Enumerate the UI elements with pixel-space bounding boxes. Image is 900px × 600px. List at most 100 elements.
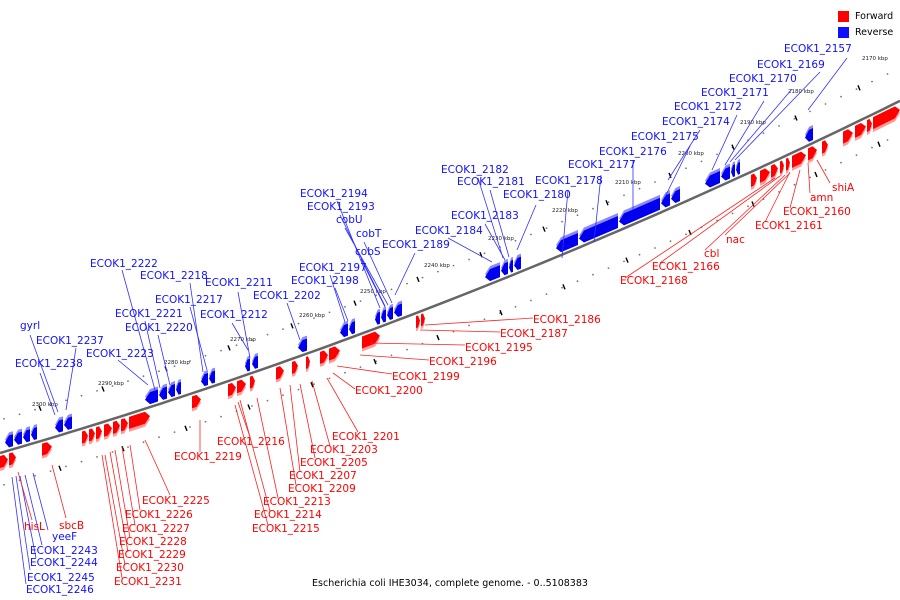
reverse-gene[interactable]	[64, 416, 72, 430]
reverse-gene[interactable]	[5, 434, 13, 448]
gene-label[interactable]: ECOK1_2195	[465, 342, 533, 354]
gene-label[interactable]: ECOK1_2218	[140, 270, 208, 282]
reverse-gene[interactable]	[252, 355, 258, 369]
gene-label[interactable]: ECOK1_2196	[429, 356, 497, 368]
reverse-gene[interactable]	[176, 381, 181, 395]
forward-gene[interactable]	[792, 151, 806, 168]
gene-label[interactable]: ECOK1_2180	[503, 189, 571, 201]
gene-label[interactable]: cbl	[704, 248, 719, 260]
gene-label[interactable]: ECOK1_2193	[307, 201, 375, 213]
gene-label[interactable]: ECOK1_2200	[355, 385, 423, 397]
gene-label[interactable]: nac	[726, 234, 745, 246]
gene-label[interactable]: ECOK1_2214	[254, 509, 322, 521]
gene-label[interactable]: yeeF	[52, 531, 77, 543]
gene-label[interactable]: ECOK1_2189	[382, 239, 450, 251]
gene-label[interactable]: ECOK1_2175	[631, 131, 699, 143]
gene-label[interactable]: shiA	[832, 182, 855, 194]
gene-label[interactable]: ECOK1_2170	[729, 73, 797, 85]
gene-label[interactable]: ECOK1_2199	[392, 371, 460, 383]
gene-label[interactable]: ECOK1_2174	[662, 116, 730, 128]
forward-gene[interactable]	[416, 315, 420, 329]
forward-gene[interactable]	[250, 375, 255, 389]
forward-gene[interactable]	[421, 313, 425, 327]
gene-label[interactable]: amn	[810, 192, 833, 204]
gene-label[interactable]: ECOK1_2166	[652, 261, 720, 273]
gene-label[interactable]: ECOK1_2228	[119, 536, 187, 548]
gene-label[interactable]: ECOK1_2198	[291, 275, 359, 287]
gene-label[interactable]: ECOK1_2225	[142, 495, 210, 507]
reverse-gene[interactable]	[168, 383, 175, 398]
gene-label[interactable]: ECOK1_2161	[755, 220, 823, 232]
gene-label[interactable]: ECOK1_2237	[36, 335, 104, 347]
gene-label[interactable]: ECOK1_2184	[415, 225, 483, 237]
gene-label[interactable]: ECOK1_2212	[200, 309, 268, 321]
gene-label[interactable]: ECOK1_2207	[289, 470, 357, 482]
gene-label[interactable]: ECOK1_2169	[757, 59, 825, 71]
reverse-gene[interactable]	[340, 323, 348, 338]
gene-label[interactable]: ECOK1_2194	[300, 188, 368, 200]
reverse-gene[interactable]	[245, 358, 250, 372]
forward-gene[interactable]	[329, 346, 340, 361]
forward-gene[interactable]	[760, 168, 770, 183]
gene-label[interactable]: ECOK1_2226	[125, 509, 193, 521]
forward-gene[interactable]	[292, 360, 298, 374]
gene-label[interactable]: ECOK1_2178	[535, 175, 603, 187]
gene-label[interactable]: gyrl	[20, 320, 40, 332]
gene-label[interactable]: ECOK1_2231	[114, 576, 182, 588]
reverse-gene[interactable]	[387, 306, 393, 321]
gene-label[interactable]: ECOK1_2172	[674, 101, 742, 113]
forward-gene[interactable]	[104, 423, 112, 437]
gene-label[interactable]: ECOK1_2245	[27, 572, 95, 584]
forward-gene[interactable]	[362, 331, 380, 349]
reverse-gene[interactable]	[501, 261, 508, 276]
reverse-gene[interactable]	[721, 166, 730, 181]
forward-gene[interactable]	[9, 452, 16, 466]
reverse-gene[interactable]	[298, 338, 307, 353]
reverse-gene[interactable]	[805, 127, 813, 142]
reverse-gene[interactable]	[509, 259, 513, 273]
forward-gene[interactable]	[786, 157, 790, 171]
forward-gene[interactable]	[276, 366, 284, 380]
gene-label[interactable]: ECOK1_2209	[288, 483, 356, 495]
gene-label[interactable]: hisL	[24, 521, 45, 533]
forward-gene[interactable]	[751, 173, 757, 187]
gene-label[interactable]: ECOK1_2215	[252, 523, 320, 535]
gene-label[interactable]: ECOK1_2186	[533, 314, 601, 326]
gene-label[interactable]: sbcB	[59, 520, 84, 532]
gene-label[interactable]: ECOK1_2205	[300, 457, 368, 469]
gene-label[interactable]: ECOK1_2211	[205, 277, 273, 289]
gene-label[interactable]: ECOK1_2219	[174, 451, 242, 463]
reverse-gene[interactable]	[394, 303, 402, 317]
reverse-gene[interactable]	[579, 216, 618, 243]
forward-gene[interactable]	[771, 164, 778, 178]
reverse-gene[interactable]	[514, 256, 521, 271]
gene-label[interactable]: ECOK1_2217	[155, 294, 223, 306]
forward-gene[interactable]	[89, 428, 95, 442]
gene-label[interactable]: cobT	[356, 228, 382, 240]
gene-label[interactable]: ECOK1_2229	[118, 549, 186, 561]
reverse-gene[interactable]	[661, 193, 670, 208]
forward-gene[interactable]	[808, 146, 817, 161]
gene-label[interactable]: ECOK1_2227	[122, 523, 190, 535]
gene-label[interactable]: ECOK1_2246	[26, 584, 94, 596]
gene-label[interactable]: ECOK1_2171	[701, 87, 769, 99]
gene-label[interactable]: ECOK1_2238	[15, 358, 83, 370]
forward-gene[interactable]	[822, 140, 828, 154]
gene-label[interactable]: ECOK1_2223	[86, 348, 154, 360]
forward-gene[interactable]	[228, 382, 236, 397]
gene-label[interactable]: ECOK1_2176	[599, 146, 667, 158]
forward-gene[interactable]	[192, 394, 201, 409]
reverse-gene[interactable]	[159, 386, 167, 400]
gene-label[interactable]: ECOK1_2213	[263, 496, 331, 508]
forward-gene[interactable]	[320, 350, 328, 364]
gene-label[interactable]: ECOK1_2187	[500, 328, 568, 340]
forward-gene[interactable]	[129, 411, 150, 429]
reverse-gene[interactable]	[556, 233, 578, 253]
reverse-gene[interactable]	[145, 389, 158, 405]
forward-gene[interactable]	[42, 442, 52, 456]
reverse-gene[interactable]	[201, 372, 208, 387]
gene-label[interactable]: ECOK1_2220	[125, 322, 193, 334]
gene-label[interactable]: ECOK1_2157	[784, 43, 852, 55]
gene-label[interactable]: ECOK1_2183	[451, 210, 519, 222]
gene-label[interactable]: ECOK1_2177	[568, 159, 636, 171]
